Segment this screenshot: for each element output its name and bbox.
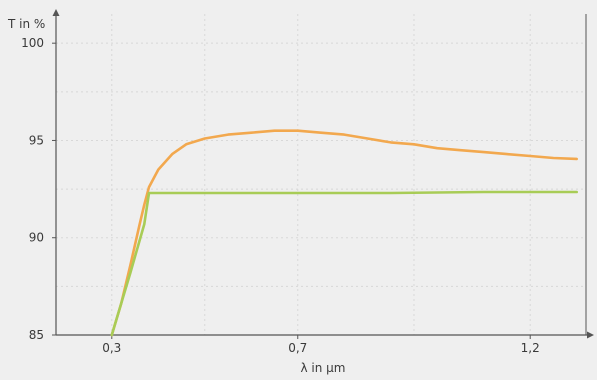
series [110, 129, 579, 337]
x-axis-title: λ in µm [301, 361, 346, 375]
x-axis-arrow [587, 331, 594, 339]
grid [56, 14, 586, 335]
ticks: 85 90 95 100 0,3 0,7 1,2 [21, 36, 540, 355]
series-line-2 [110, 190, 579, 337]
y-tick-label: 100 [21, 36, 44, 50]
series-line-1 [110, 129, 579, 337]
y-tick-label: 90 [29, 231, 44, 245]
y-tick-label: 95 [29, 133, 44, 147]
y-axis-title: T in % [7, 17, 45, 31]
axes [52, 9, 594, 339]
y-axis-arrow [52, 9, 60, 16]
x-tick-label: 0,7 [288, 341, 307, 355]
x-tick-label: 0,3 [102, 341, 121, 355]
y-tick-label: 85 [29, 328, 44, 342]
x-tick-label: 1,2 [521, 341, 540, 355]
